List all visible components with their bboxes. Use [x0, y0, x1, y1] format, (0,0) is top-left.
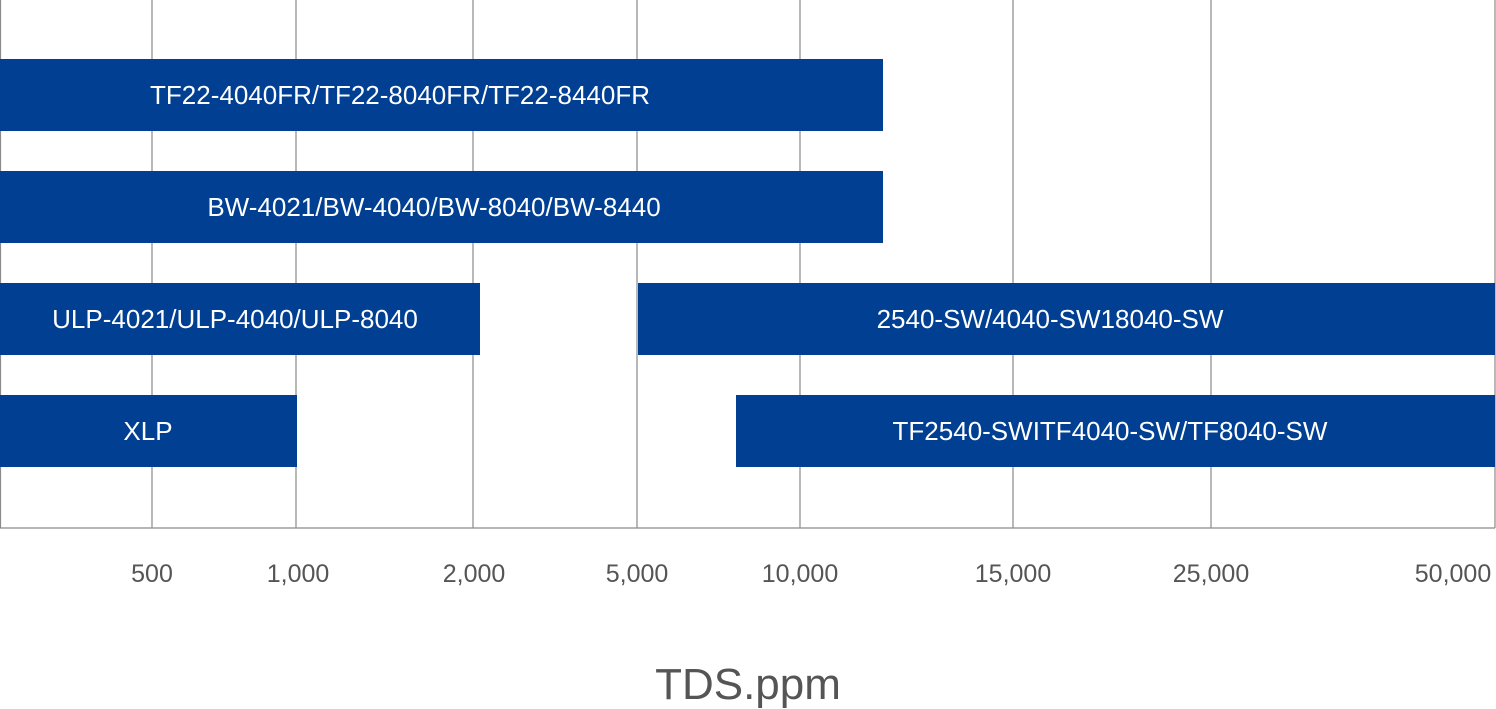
- x-tick-label: 10,000: [762, 560, 838, 588]
- range-bar-label: BW-4021/BW-4040/BW-8040/BW-8440: [207, 192, 660, 222]
- bars: TF22-4040FR/TF22-8040FR/TF22-8440FR BW-40…: [0, 59, 1495, 467]
- range-bar-label: ULP-4021/ULP-4040/ULP-8040: [52, 304, 418, 334]
- x-tick-label: 50,000: [1415, 560, 1491, 588]
- range-bar: [638, 283, 1495, 355]
- x-axis-ticks: 500 1,000 2,000 5,000 10,000 15,000 25,000 50,0…: [131, 560, 1491, 588]
- x-tick-label: 500: [131, 560, 173, 588]
- x-tick-label: 1,000: [267, 560, 330, 588]
- x-axis-title: TDS.ppm: [655, 660, 841, 709]
- x-tick-label: 15,000: [975, 560, 1051, 588]
- x-tick-label: 5,000: [606, 560, 669, 588]
- range-bar-label: XLP: [123, 416, 172, 446]
- range-bar: [0, 59, 883, 131]
- range-bar-label: TF2540-SWITF4040-SW/TF8040-SW: [893, 416, 1328, 446]
- range-bar-label: 2540-SW/4040-SW18040-SW: [877, 304, 1224, 334]
- range-bar: [0, 171, 883, 243]
- range-bar: [0, 395, 297, 467]
- x-tick-label: 25,000: [1173, 560, 1249, 588]
- range-bar: [736, 395, 1495, 467]
- range-bar: [0, 283, 480, 355]
- x-tick-label: 2,000: [443, 560, 506, 588]
- range-bar-label: TF22-4040FR/TF22-8040FR/TF22-8440FR: [150, 80, 650, 110]
